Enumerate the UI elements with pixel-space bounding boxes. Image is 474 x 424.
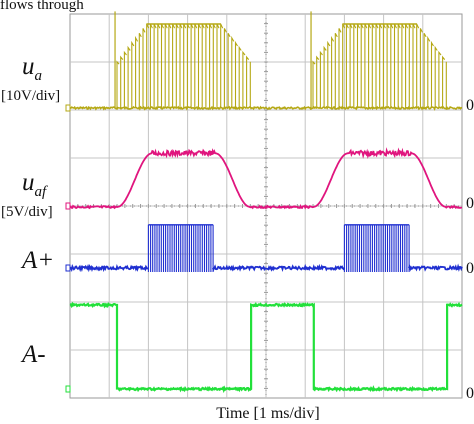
channel-ground-marker [65,385,71,393]
aplus-pulse-burst [147,224,214,272]
ua-pwm-burst [312,23,447,108]
channel-ua-name: ua [22,53,42,84]
channel-ua-scale: [10V/div] [1,88,60,104]
channel-ground-marker [65,264,71,272]
channel-uaf-zero-label: 0 [466,195,474,212]
uaf-trace [69,147,463,210]
aminus-trace [69,301,463,394]
scope-traces [65,11,463,394]
channel-uaf-scale: [5V/div] [1,204,53,220]
channel-aplus-name: A+ [20,247,54,274]
channel-ua-zero-label: 0 [466,97,474,114]
channel-uaf-name: uaf [22,169,48,200]
header-text-fragment: flows through [0,0,84,13]
x-axis-label: Time [1 ms/div] [216,405,319,422]
aplus-pulse-burst [343,224,410,272]
aplus-baseline-trace [69,263,463,273]
channel-ground-marker [65,104,71,112]
channel-aminus-name: A- [20,341,46,368]
channel-aplus-zero-label: 0 [466,260,474,277]
ua-pwm-burst [116,23,251,108]
channel-aminus-zero-label: 0 [466,385,474,402]
channel-ground-marker [65,202,71,210]
